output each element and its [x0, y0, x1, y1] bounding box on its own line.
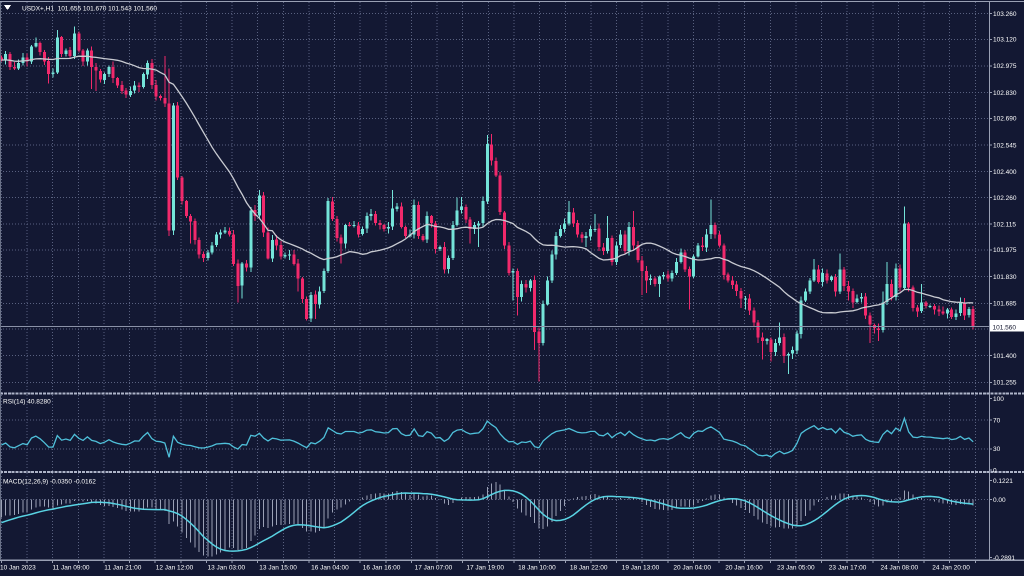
svg-text:17 Jan 19:00: 17 Jan 19:00: [466, 565, 504, 572]
svg-text:103.260: 103.260: [993, 11, 1017, 18]
svg-text:12 Jan 12:00: 12 Jan 12:00: [156, 565, 194, 572]
svg-text:MACD(12,26,9) -0.0350 -0.0162: MACD(12,26,9) -0.0350 -0.0162: [3, 479, 96, 486]
svg-text:100: 100: [993, 396, 1004, 403]
svg-text:19 Jan 13:00: 19 Jan 13:00: [622, 565, 660, 572]
svg-text:102.260: 102.260: [993, 195, 1017, 202]
svg-text:101.685: 101.685: [993, 301, 1017, 308]
svg-text:102.690: 102.690: [993, 116, 1017, 123]
svg-text:17 Jan 07:00: 17 Jan 07:00: [415, 565, 453, 572]
svg-text:0.00: 0.00: [993, 497, 1006, 504]
svg-text:23 Jan 17:00: 23 Jan 17:00: [829, 565, 867, 572]
svg-text:102.400: 102.400: [993, 169, 1017, 176]
svg-text:102.545: 102.545: [993, 142, 1017, 149]
svg-text:102.115: 102.115: [993, 222, 1016, 229]
svg-text:RSI(14) 40.8280: RSI(14) 40.8280: [3, 399, 51, 406]
svg-text:16 Jan 04:00: 16 Jan 04:00: [311, 565, 349, 572]
svg-text:13 Jan 03:00: 13 Jan 03:00: [208, 565, 246, 572]
svg-text:103.120: 103.120: [993, 37, 1017, 44]
svg-text:USDX+,H1 101.655 101.670 101.: USDX+,H1 101.655 101.670 101.543 101.560: [22, 6, 157, 13]
svg-text:11 Jan 09:00: 11 Jan 09:00: [52, 565, 89, 572]
svg-text:20 Jan 04:00: 20 Jan 04:00: [673, 565, 711, 572]
svg-text:101.560: 101.560: [993, 324, 1017, 331]
svg-text:30: 30: [993, 446, 1001, 453]
svg-text:10 Jan 2023: 10 Jan 2023: [0, 565, 36, 572]
svg-text:102.830: 102.830: [993, 90, 1017, 97]
svg-text:101.975: 101.975: [993, 247, 1017, 254]
svg-text:11 Jan 21:00: 11 Jan 21:00: [104, 565, 141, 572]
svg-text:23 Jan 05:00: 23 Jan 05:00: [777, 565, 815, 572]
svg-text:-0.2891: -0.2891: [993, 555, 1015, 562]
svg-text:101.400: 101.400: [993, 353, 1017, 360]
svg-text:18 Jan 22:00: 18 Jan 22:00: [570, 565, 608, 572]
svg-text:0: 0: [993, 468, 997, 475]
svg-text:0.1221: 0.1221: [993, 478, 1013, 485]
svg-text:18 Jan 10:00: 18 Jan 10:00: [518, 565, 556, 572]
svg-text:102.975: 102.975: [993, 63, 1017, 70]
svg-text:101.255: 101.255: [993, 380, 1017, 387]
svg-text:24 Jan 20:00: 24 Jan 20:00: [932, 565, 970, 572]
svg-text:70: 70: [993, 417, 1001, 424]
svg-text:13 Jan 15:00: 13 Jan 15:00: [259, 565, 297, 572]
svg-text:16 Jan 16:00: 16 Jan 16:00: [363, 565, 401, 572]
svg-text:20 Jan 16:00: 20 Jan 16:00: [725, 565, 763, 572]
svg-text:101.830: 101.830: [993, 274, 1017, 281]
svg-text:24 Jan 08:00: 24 Jan 08:00: [881, 565, 919, 572]
